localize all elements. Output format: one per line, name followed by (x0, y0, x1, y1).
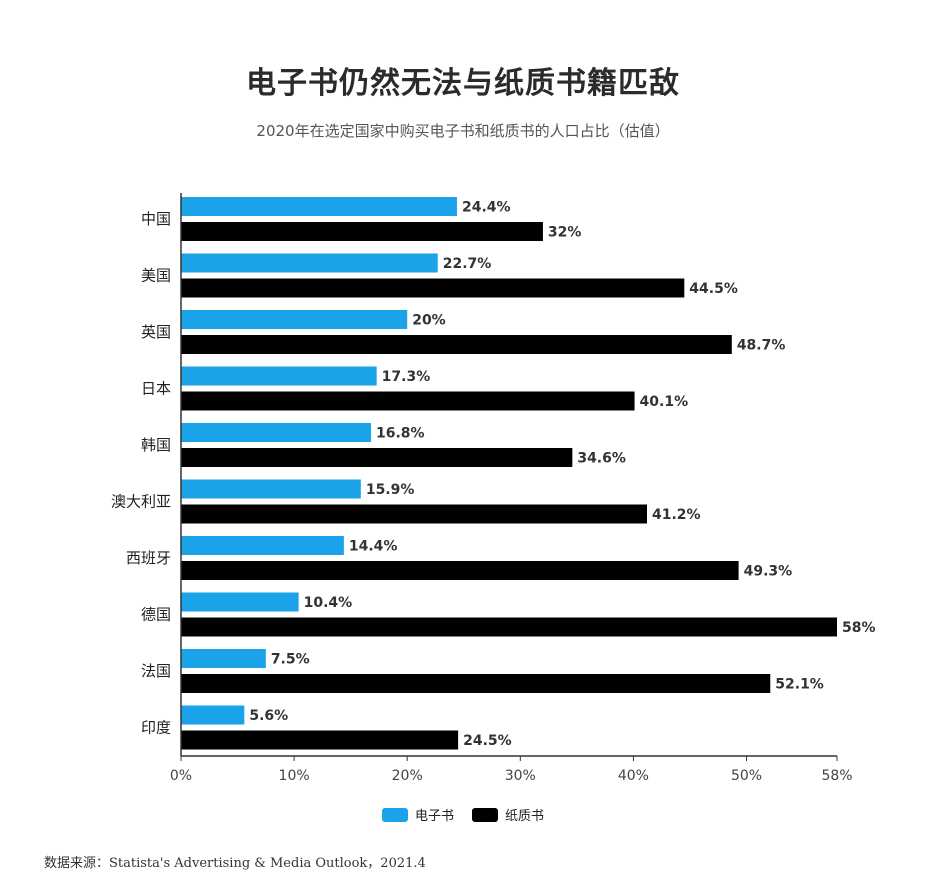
legend-item-paper: 纸质书 (472, 805, 544, 824)
bar-ebook (181, 479, 361, 499)
data-label: 20% (412, 313, 446, 329)
bar-ebook (181, 592, 299, 612)
category-label: 英国 (141, 323, 171, 341)
data-source-note: 数据来源：Statista's Advertising & Media Outl… (44, 856, 426, 871)
bar-ebook (181, 197, 457, 216)
legend-label-paper: 纸质书 (505, 809, 545, 824)
chart-legend: 电子书 纸质书 (0, 805, 926, 824)
bar-paper (181, 335, 732, 354)
category-label: 印度 (141, 719, 171, 737)
bar-ebook (181, 310, 408, 329)
category-label: 韩国 (141, 436, 171, 454)
bar-ebook (181, 366, 377, 386)
data-label: 40.1% (640, 394, 689, 410)
data-label: 14.4% (349, 539, 398, 555)
bar-paper (181, 674, 771, 693)
bar-paper (181, 504, 647, 524)
chart-title: 电子书仍然无法与纸质书籍匹敌 (246, 66, 680, 101)
category-label: 德国 (141, 606, 171, 624)
x-tick-label: 10% (279, 768, 310, 784)
legend-label-ebook: 电子书 (414, 809, 454, 824)
data-label: 24.5% (463, 733, 512, 749)
x-tick-label: 20% (392, 768, 423, 784)
bar-paper (181, 561, 739, 580)
category-label: 美国 (141, 267, 171, 285)
bar-ebook (181, 705, 245, 725)
x-tick-label: 30% (505, 768, 536, 784)
x-tick-label: 40% (618, 768, 649, 784)
legend-item-ebook: 电子书 (381, 805, 454, 824)
data-label: 41.2% (652, 507, 701, 523)
data-label: 58% (842, 620, 876, 636)
legend-swatch-paper (472, 807, 498, 822)
bar-paper (181, 730, 459, 750)
data-label: 16.8% (376, 426, 425, 442)
category-label: 法国 (141, 662, 171, 680)
x-tick-label: 50% (731, 768, 762, 784)
data-label: 32% (548, 225, 582, 241)
data-label: 52.1% (775, 677, 824, 693)
data-label: 22.7% (443, 256, 492, 272)
x-tick-label: 0% (170, 768, 192, 784)
data-label: 48.7% (737, 338, 786, 354)
bar-paper (181, 617, 837, 637)
bar-ebook (181, 649, 266, 668)
bar-ebook (181, 423, 372, 442)
category-label: 西班牙 (126, 549, 171, 567)
data-label: 44.5% (689, 281, 738, 297)
data-label: 7.5% (271, 652, 310, 668)
legend-swatch-ebook (381, 807, 408, 822)
data-label: 34.6% (577, 451, 626, 467)
data-label: 10.4% (304, 595, 353, 611)
bar-paper (181, 222, 543, 241)
bar-chart: 中国 24.4% 32% 美国 22.7% 44.5% 英国 20% 48.7% 日本 17.3% 4… (111, 193, 876, 784)
data-label: 5.6% (249, 708, 288, 724)
data-label: 15.9% (366, 482, 415, 498)
data-label: 49.3% (744, 564, 793, 580)
bar-ebook (181, 536, 344, 555)
bar-paper (181, 448, 573, 467)
bar-ebook (181, 253, 438, 273)
bar-paper (181, 391, 635, 411)
data-label: 17.3% (382, 369, 431, 385)
bar-paper (181, 278, 685, 298)
chart-subtitle: 2020年在选定国家中购买电子书和纸质书的人口占比（估值） (256, 122, 670, 140)
category-label: 中国 (141, 210, 171, 228)
category-label: 澳大利亚 (111, 493, 171, 511)
category-label: 日本 (141, 380, 171, 398)
x-tick-label: 58% (821, 768, 852, 784)
data-label: 24.4% (462, 200, 511, 216)
